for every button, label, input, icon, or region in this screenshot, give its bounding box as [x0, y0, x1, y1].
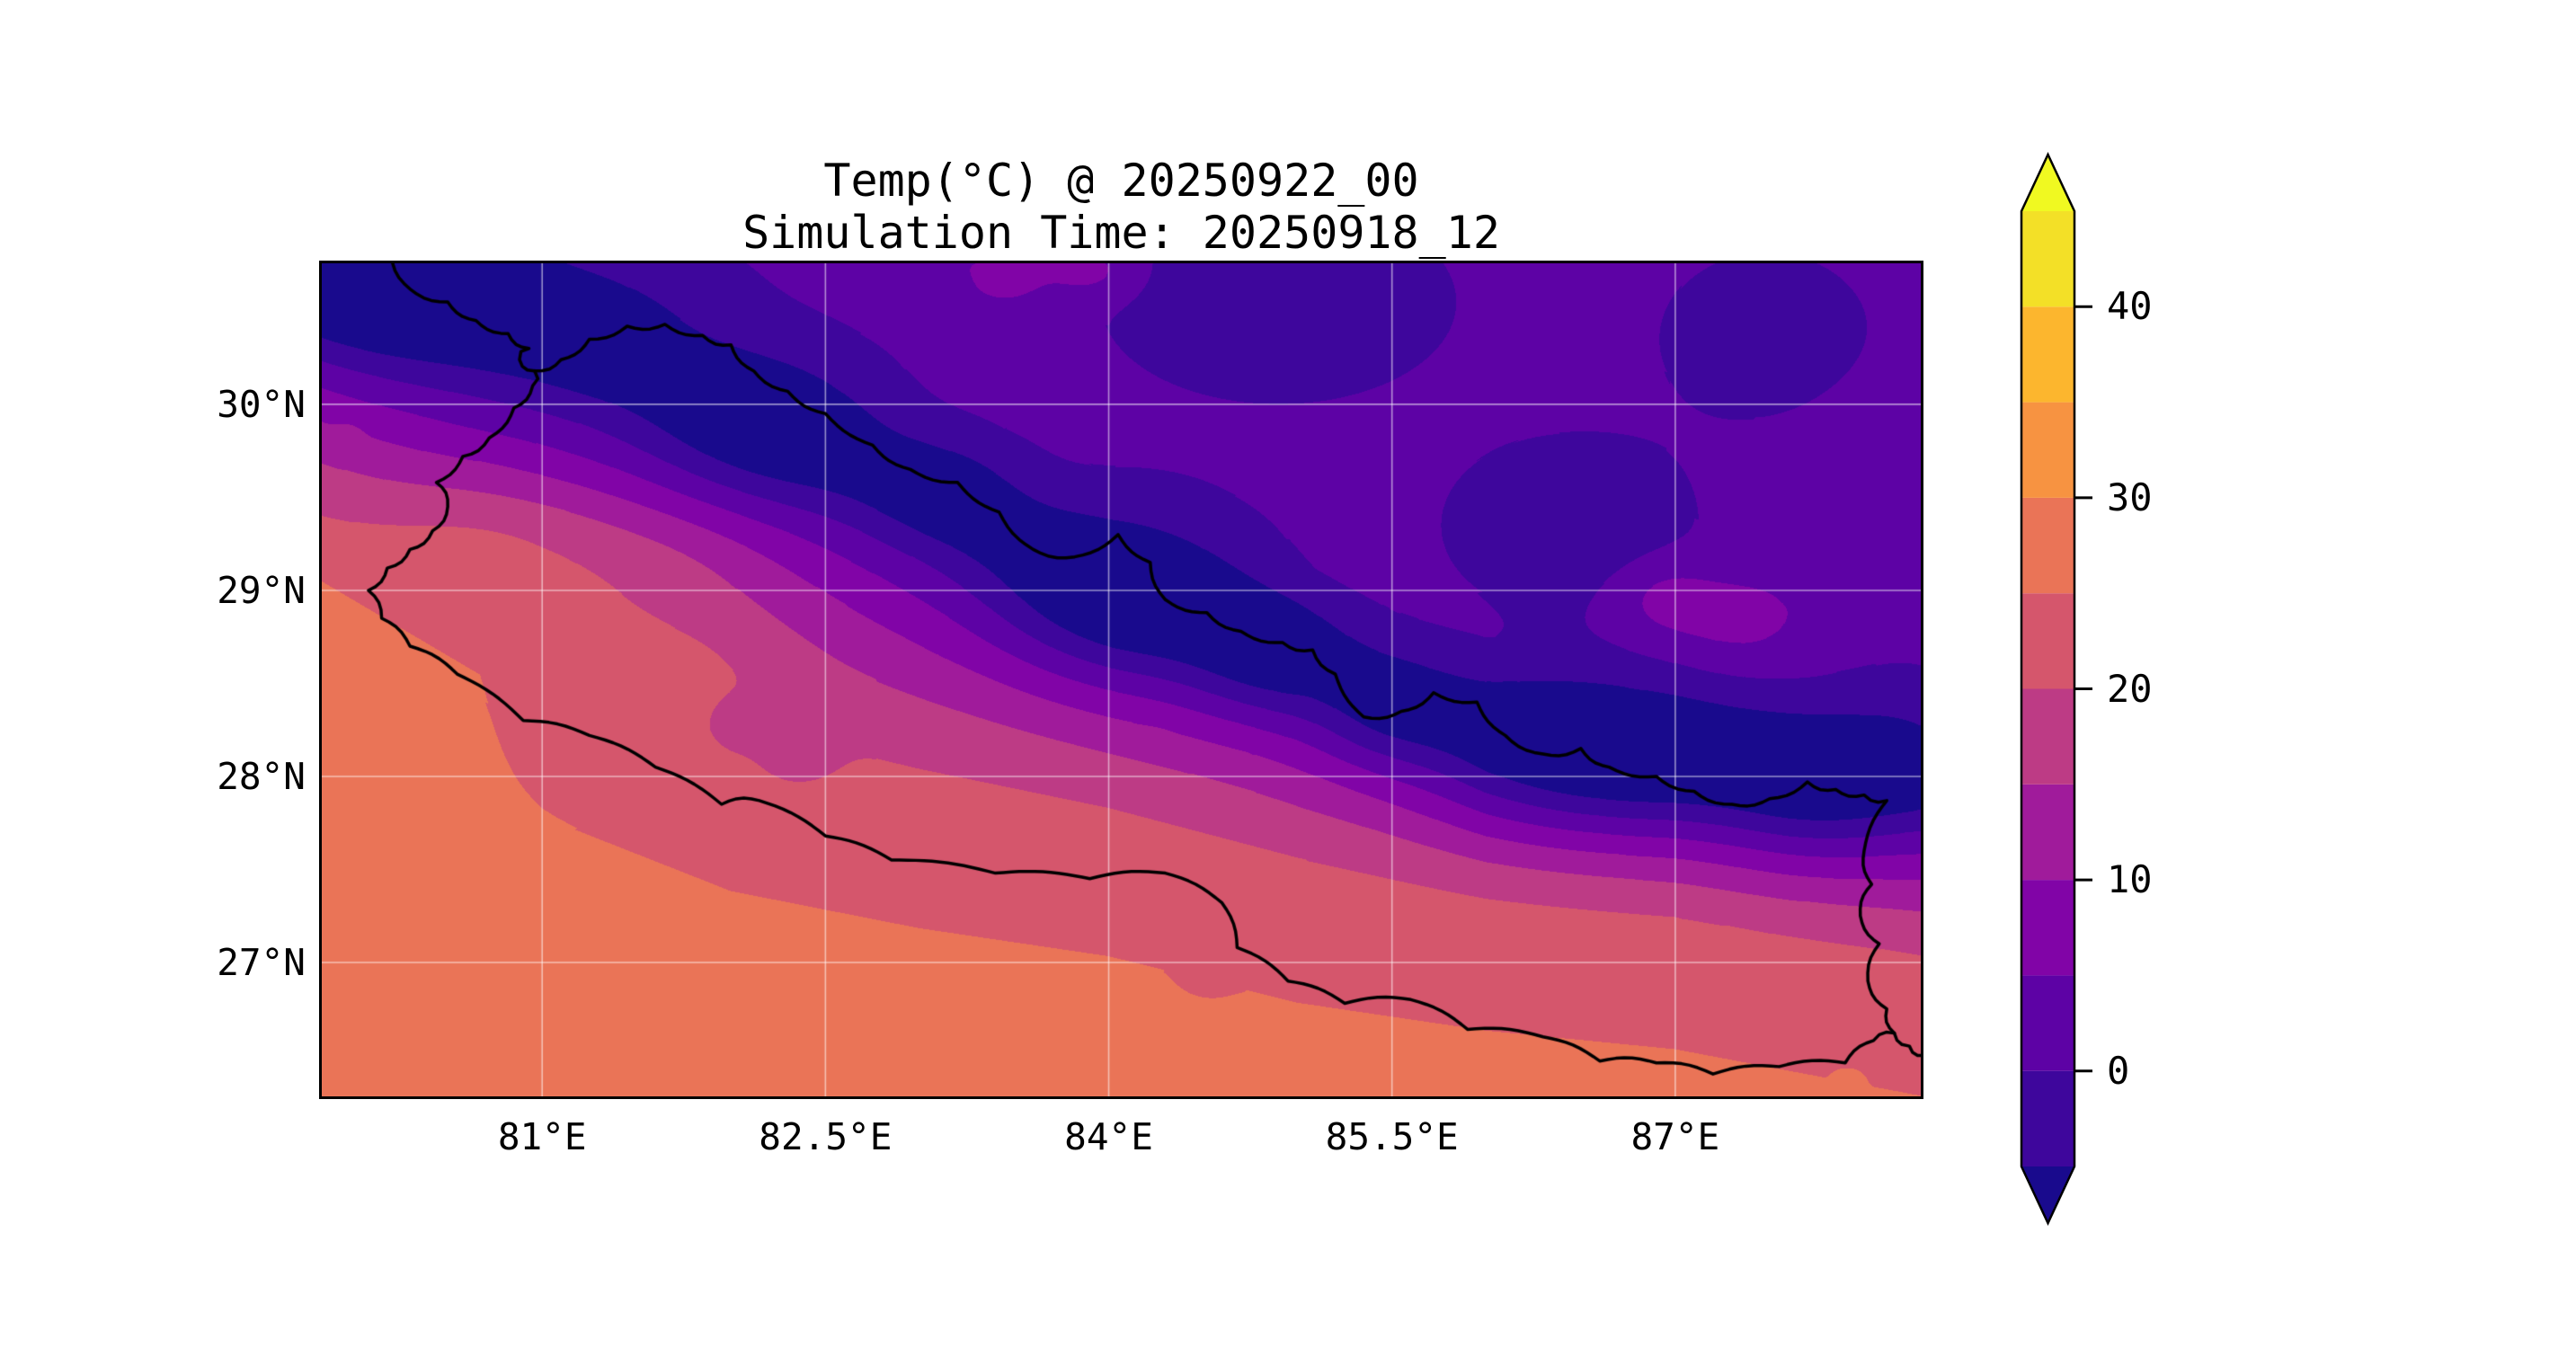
- temperature-contour-map: [322, 263, 1921, 1096]
- colorbar-tick-label: 0: [2107, 1048, 2130, 1093]
- colorbar-under-arrow: [2021, 1166, 2074, 1223]
- colorbar-band: [2021, 593, 2074, 689]
- x-tick-label: 81°E: [497, 1115, 587, 1158]
- colorbar-band: [2021, 306, 2074, 403]
- colorbar-over-arrow: [2021, 155, 2074, 211]
- colorbar-tick-label: 10: [2107, 857, 2153, 902]
- plot-title: Temp(°C) @ 20250922_00 Simulation Time: …: [322, 155, 1921, 259]
- colorbar-tick-label: 40: [2107, 284, 2153, 329]
- colorbar: [2020, 152, 2092, 1226]
- colorbar-band: [2021, 1070, 2074, 1166]
- y-tick-label: 28°N: [217, 754, 306, 798]
- colorbar-band: [2021, 975, 2074, 1071]
- x-tick-label: 85.5°E: [1325, 1115, 1459, 1158]
- colorbar-tick-label: 30: [2107, 474, 2153, 519]
- y-tick-label: 27°N: [217, 940, 306, 984]
- colorbar-band: [2021, 402, 2074, 498]
- title-line-1: Temp(°C) @ 20250922_00: [823, 155, 1419, 207]
- colorbar-outline: [2020, 152, 2076, 1226]
- colorbar-tick-label: 20: [2107, 666, 2153, 711]
- y-tick-label: 30°N: [217, 382, 306, 426]
- title-line-2: Simulation Time: 20250918_12: [742, 207, 1500, 259]
- x-tick-label: 87°E: [1630, 1115, 1720, 1158]
- x-tick-label: 84°E: [1064, 1115, 1153, 1158]
- colorbar-band: [2021, 211, 2074, 307]
- colorbar-band: [2021, 880, 2074, 976]
- x-tick-label: 82.5°E: [759, 1115, 893, 1158]
- colorbar-band: [2021, 784, 2074, 881]
- colorbar-band: [2021, 688, 2074, 785]
- y-tick-label: 29°N: [217, 568, 306, 612]
- colorbar-band: [2021, 497, 2074, 594]
